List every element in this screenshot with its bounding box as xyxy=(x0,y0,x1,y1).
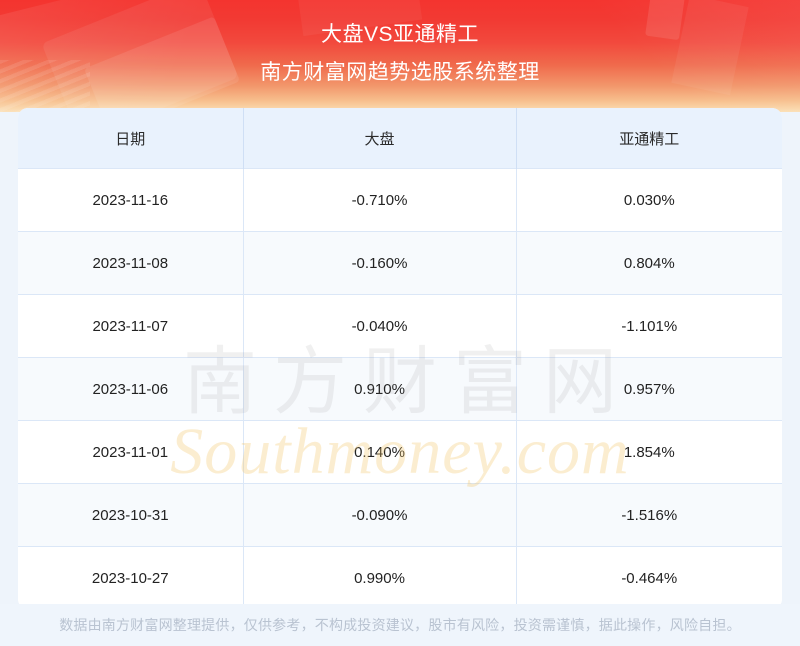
cell-stock: 0.957% xyxy=(516,357,782,421)
table-row: 2023-10-31 -0.090% -1.516% xyxy=(18,483,782,547)
cell-index: -0.710% xyxy=(243,168,517,232)
table-row: 2023-11-01 0.140% 1.854% xyxy=(18,420,782,484)
cell-date: 2023-10-27 xyxy=(18,546,244,609)
comparison-table-card: 日期 大盘 亚通精工 2023-11-16 -0.710% 0.030% 202… xyxy=(18,108,782,609)
cell-index: 0.140% xyxy=(243,420,517,484)
column-header-index: 大盘 xyxy=(243,108,517,169)
table-header-row: 日期 大盘 亚通精工 xyxy=(18,108,782,169)
cell-stock: 0.030% xyxy=(516,168,782,232)
page-title: 大盘VS亚通精工 xyxy=(320,23,479,46)
column-header-stock: 亚通精工 xyxy=(516,108,782,169)
table-header: 日期 大盘 亚通精工 xyxy=(18,108,782,169)
cell-date: 2023-11-07 xyxy=(18,294,244,358)
cell-index: -0.040% xyxy=(243,294,517,358)
cell-date: 2023-11-06 xyxy=(18,357,244,421)
page-subtitle: 南方财富网趋势选股系统整理 xyxy=(260,61,540,84)
disclaimer-text: 数据由南方财富网整理提供，仅供参考，不构成投资建议，股市有风险，投资需谨慎，据此… xyxy=(59,617,741,633)
cell-date: 2023-10-31 xyxy=(18,483,244,547)
cell-index: 0.910% xyxy=(243,357,517,421)
cell-index: 0.990% xyxy=(243,546,517,609)
cell-stock: -1.516% xyxy=(516,483,782,547)
cell-stock: -0.464% xyxy=(516,546,782,609)
table-body: 2023-11-16 -0.710% 0.030% 2023-11-08 -0.… xyxy=(18,168,782,609)
banner-title-group: 大盘VS亚通精工 南方财富网趋势选股系统整理 xyxy=(0,0,800,86)
cell-index: -0.090% xyxy=(243,483,517,547)
cell-date: 2023-11-08 xyxy=(18,231,244,295)
column-header-date: 日期 xyxy=(18,108,244,169)
cell-stock: 0.804% xyxy=(516,231,782,295)
cell-index: -0.160% xyxy=(243,231,517,295)
footer-bar: 数据由南方财富网整理提供，仅供参考，不构成投资建议，股市有风险，投资需谨慎，据此… xyxy=(0,604,800,646)
cell-date: 2023-11-01 xyxy=(18,420,244,484)
cell-date: 2023-11-16 xyxy=(18,168,244,232)
cell-stock: -1.101% xyxy=(516,294,782,358)
table-row: 2023-11-16 -0.710% 0.030% xyxy=(18,168,782,232)
cell-stock: 1.854% xyxy=(516,420,782,484)
table-row: 2023-11-06 0.910% 0.957% xyxy=(18,357,782,421)
table-row: 2023-11-07 -0.040% -1.101% xyxy=(18,294,782,358)
comparison-table: 日期 大盘 亚通精工 2023-11-16 -0.710% 0.030% 202… xyxy=(18,108,782,609)
table-row: 2023-10-27 0.990% -0.464% xyxy=(18,546,782,609)
table-row: 2023-11-08 -0.160% 0.804% xyxy=(18,231,782,295)
